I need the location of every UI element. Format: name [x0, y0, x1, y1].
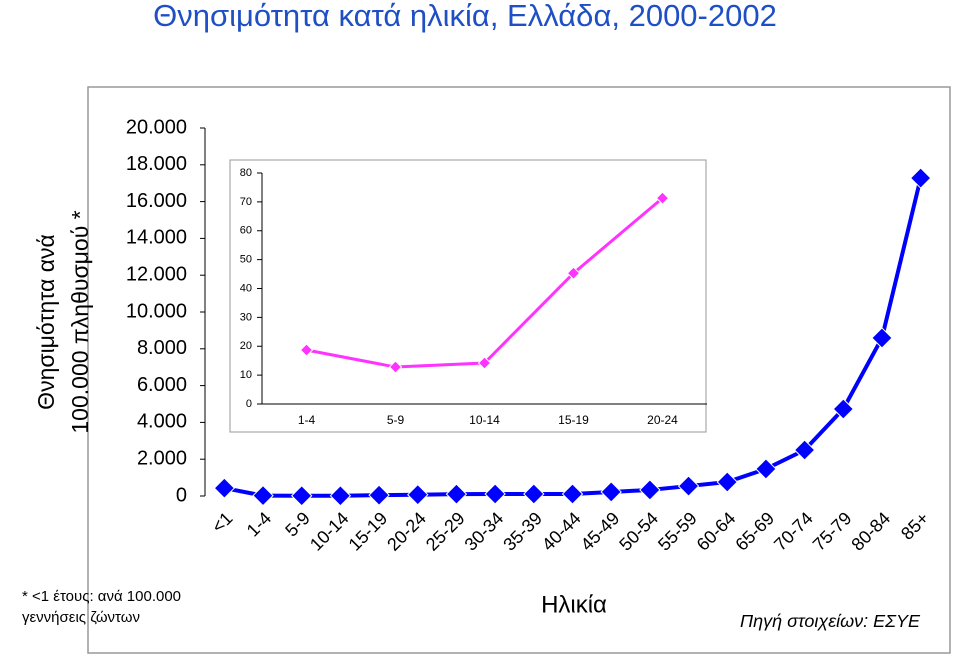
chart-title: Θνησιμότητα κατά ηλικία, Ελλάδα, 2000-20…	[153, 0, 777, 33]
y-tick-label: 0	[176, 484, 187, 506]
x-tick-label: <1	[208, 508, 237, 537]
x-tick-label: 75-79	[809, 508, 856, 555]
x-tick-label: 50-54	[615, 508, 662, 555]
y-tick-label: 12.000	[126, 263, 187, 285]
y-tick-label: 10.000	[126, 300, 187, 322]
x-tick-label: 40-44	[538, 508, 585, 555]
x-tick-label: 80-84	[847, 508, 894, 555]
marker	[523, 483, 545, 505]
x-axis-label: Ηλικία	[541, 591, 607, 618]
marker	[484, 483, 506, 505]
y-tick-label: 16.000	[126, 190, 187, 212]
marker	[716, 471, 738, 493]
y-tick-label: 4.000	[137, 411, 187, 433]
y-axis-label: Θνησιμότητα ανά	[33, 234, 59, 410]
y-tick-label: 20	[240, 340, 252, 352]
x-tick-label: 20-24	[383, 508, 430, 555]
marker	[639, 479, 661, 501]
y-tick-label: 70	[240, 196, 252, 208]
y-tick-label: 18.000	[126, 153, 187, 175]
y-tick-label: 0	[246, 398, 252, 410]
marker	[388, 360, 403, 374]
marker	[600, 481, 622, 503]
marker	[299, 343, 314, 357]
x-tick-label: 35-39	[499, 508, 546, 555]
y-tick-label: 40	[240, 282, 252, 294]
y-tick-label: 2.000	[137, 447, 187, 469]
marker	[871, 327, 893, 349]
y-tick-label: 80	[240, 167, 252, 179]
source: Πηγή στοιχείων: ΕΣΥΕ	[740, 611, 921, 631]
x-tick-label: 70-74	[770, 508, 817, 555]
y-tick-label: 30	[240, 311, 252, 323]
marker	[566, 266, 581, 280]
marker	[213, 477, 236, 499]
marker	[793, 439, 816, 461]
x-tick-label: 1-4	[298, 413, 316, 427]
marker	[677, 475, 700, 497]
y-tick-label: 8.000	[137, 337, 187, 359]
footnote: * <1 έτους: ανά 100.000	[22, 588, 181, 605]
marker	[909, 167, 932, 189]
x-tick-label: 65-69	[731, 508, 778, 555]
x-tick-label: 15-19	[558, 413, 589, 427]
x-tick-label: 20-24	[647, 413, 678, 427]
marker	[655, 191, 670, 205]
y-tick-label: 20.000	[126, 116, 187, 138]
x-tick-label: 1-4	[243, 508, 276, 541]
footnote: γεννήσεις ζώντων	[22, 609, 140, 626]
x-tick-label: 15-19	[345, 508, 392, 555]
y-tick-label: 14.000	[126, 227, 187, 249]
x-tick-label: 30-34	[461, 508, 508, 555]
marker	[832, 398, 854, 420]
x-tick-label: 10-14	[469, 413, 500, 427]
x-tick-label: 10-14	[306, 508, 353, 555]
marker	[329, 485, 352, 507]
marker	[368, 484, 390, 506]
y-tick-label: 10	[240, 369, 252, 381]
x-tick-label: 60-64	[693, 508, 740, 555]
y-tick-label: 6.000	[137, 374, 187, 396]
marker	[561, 483, 584, 505]
y-tick-label: 50	[240, 254, 252, 266]
marker	[291, 485, 313, 507]
x-tick-label: 55-59	[654, 508, 701, 555]
marker	[407, 483, 429, 506]
x-tick-label: 25-29	[422, 508, 469, 555]
x-tick-label: 45-49	[577, 508, 624, 555]
inset-frame	[229, 159, 707, 433]
marker	[252, 484, 274, 507]
marker	[445, 483, 468, 505]
y-tick-label: 60	[240, 225, 252, 237]
chart-frame	[87, 86, 951, 654]
x-tick-label: 85+	[897, 508, 933, 544]
x-tick-label: 5-9	[387, 413, 405, 427]
x-tick-label: 5-9	[281, 508, 314, 541]
y-axis-label: 100.000 πληθυσμού *	[67, 210, 93, 433]
marker	[477, 356, 492, 370]
marker	[755, 458, 777, 480]
